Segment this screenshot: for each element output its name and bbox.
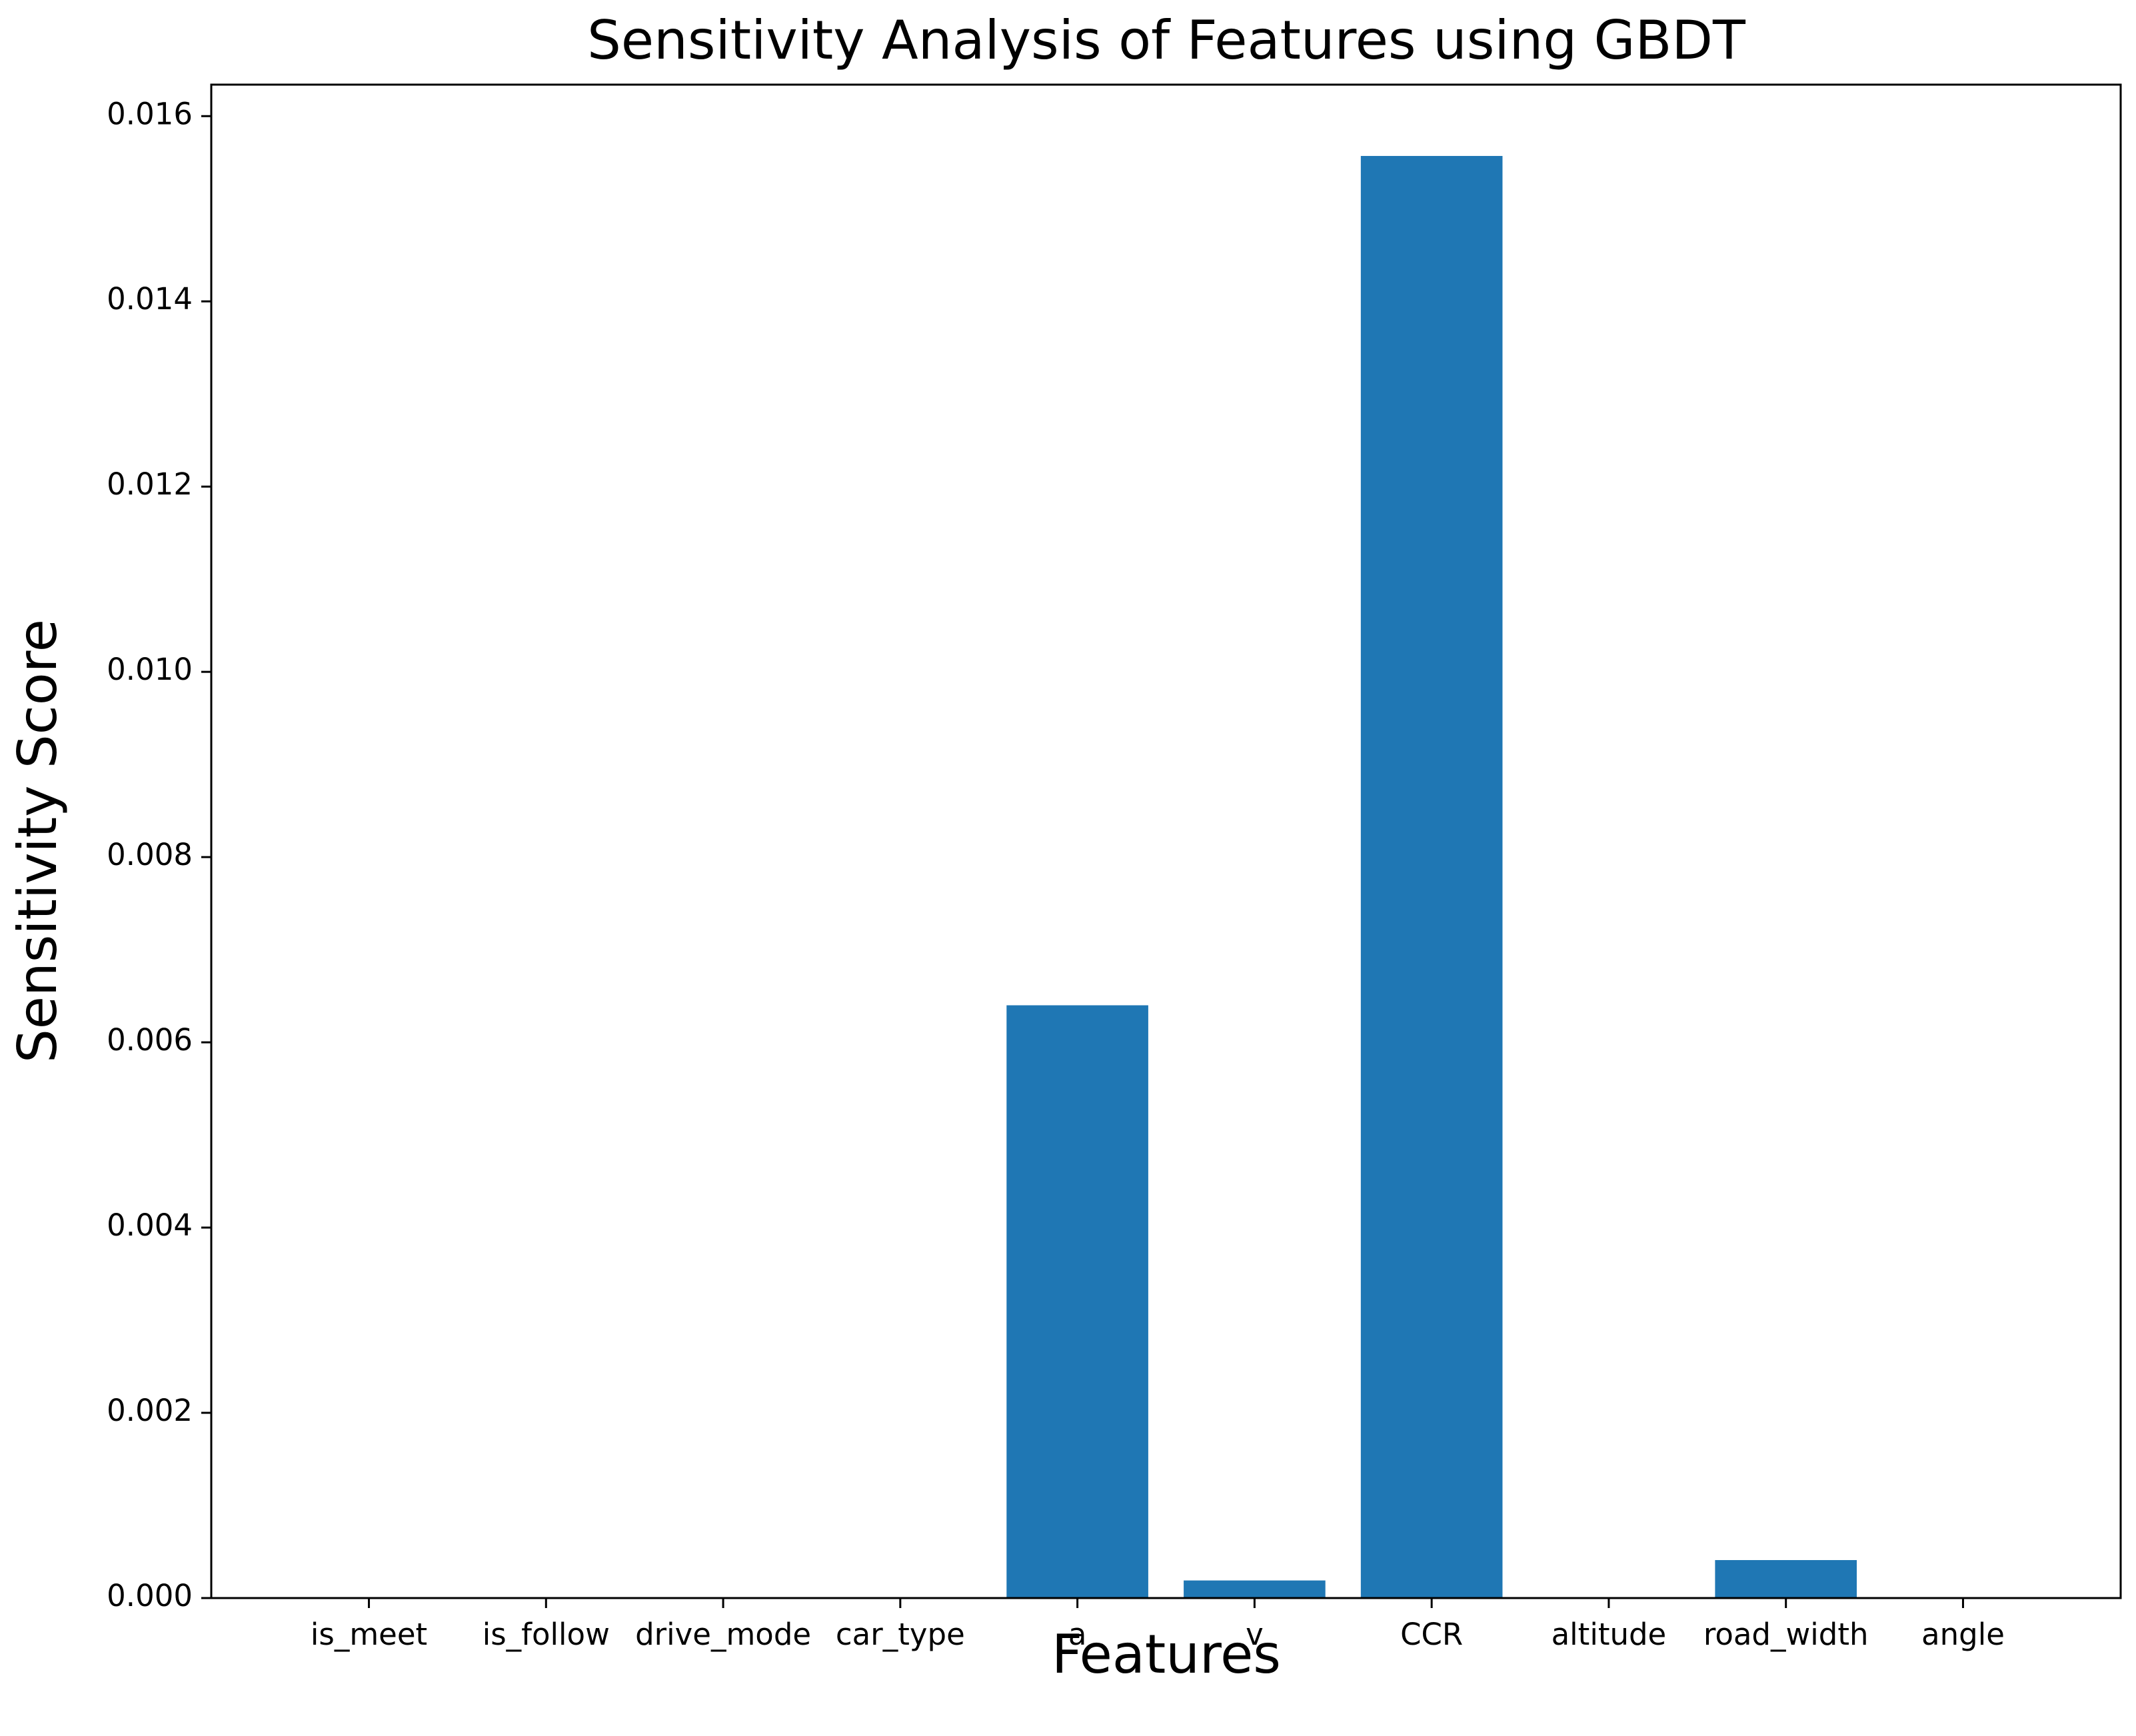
y-tick-label: 0.012 <box>107 466 193 502</box>
y-tick-label: 0.000 <box>107 1578 193 1613</box>
x-tick-label: drive_mode <box>635 1617 811 1652</box>
y-tick-label: 0.004 <box>107 1208 193 1243</box>
x-tick-label: road_width <box>1703 1617 1869 1652</box>
x-tick-label: CCR <box>1400 1617 1463 1652</box>
bar <box>1006 1005 1148 1598</box>
y-tick-label: 0.006 <box>107 1022 193 1058</box>
chart-title: Sensitivity Analysis of Features using G… <box>587 9 1746 71</box>
y-axis-label: Sensitivity Score <box>7 619 69 1063</box>
x-tick-label: is_meet <box>311 1617 427 1652</box>
y-tick-label: 0.010 <box>107 652 193 687</box>
bar <box>1360 156 1503 1598</box>
bar <box>1715 1560 1857 1598</box>
y-tick-label: 0.014 <box>107 281 193 317</box>
x-tick-label: angle <box>1921 1617 2005 1652</box>
bar <box>1184 1580 1326 1598</box>
x-tick-label: a <box>1068 1617 1087 1652</box>
y-tick-label: 0.008 <box>107 837 193 872</box>
x-tick-label: is_follow <box>483 1617 610 1652</box>
y-tick-label: 0.016 <box>107 96 193 131</box>
x-tick-label: v <box>1246 1617 1264 1652</box>
y-tick-label: 0.002 <box>107 1393 193 1428</box>
axes-frame <box>210 83 2122 1599</box>
x-tick-label: car_type <box>836 1617 965 1652</box>
x-tick-label: altitude <box>1552 1617 1667 1652</box>
x-axis-label: Features <box>1052 1623 1281 1685</box>
